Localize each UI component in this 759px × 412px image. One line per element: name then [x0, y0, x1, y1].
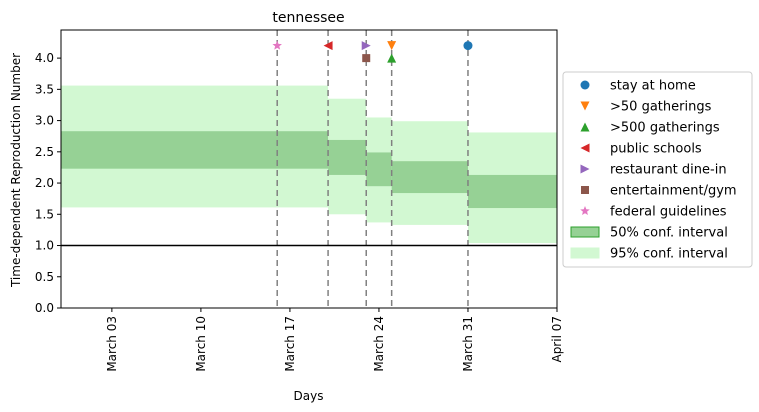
- intervention-marker-2: [387, 53, 397, 63]
- ci50-band-3: [391, 161, 468, 194]
- y-axis: 0.0 0.5 1.0 1.5 2.0 2.5 3.0 3.5 4.0: [35, 51, 61, 315]
- y-tick-label-0: 0.0: [35, 301, 54, 315]
- y-tick-label-3: 1.5: [35, 207, 54, 221]
- x-tick-label-2: March 17: [283, 316, 297, 372]
- y-tick-label-8: 4.0: [35, 51, 54, 65]
- intervention-marker-3: [323, 41, 333, 51]
- legend-marker-6: [580, 206, 590, 216]
- x-tick-label-4: March 31: [461, 316, 475, 372]
- legend-label-3: public schools: [610, 142, 702, 157]
- intervention-marker-0: [463, 41, 473, 51]
- y-axis-label: Time-dependent Reproduction Number: [9, 53, 23, 288]
- intervention-marker-1: [387, 41, 397, 51]
- legend-swatch-1: [570, 247, 600, 259]
- y-tick-label-2: 1.0: [35, 239, 54, 253]
- y-tick-label-1: 0.5: [35, 270, 54, 284]
- legend: stay at home >50 gatherings >500 gathering…: [562, 71, 753, 268]
- x-axis: March 03 March 10 March 17 March 24 March 31…: [105, 308, 564, 372]
- intervention-marker-6: [272, 40, 282, 50]
- ci50-band-4: [467, 174, 557, 209]
- legend-label-4: restaurant dine-in: [610, 163, 727, 178]
- legend-marker-0: [580, 80, 590, 90]
- x-tick-label-5: April 07: [550, 316, 564, 363]
- x-axis-label: Days: [294, 389, 324, 403]
- y-tick-label-7: 3.5: [35, 82, 54, 96]
- x-tick-label-0: March 03: [105, 316, 119, 372]
- legend-marker-1: [580, 101, 590, 111]
- legend-label-0: stay at home: [610, 79, 696, 94]
- legend-marker-4: [580, 164, 590, 174]
- y-tick-label-5: 2.5: [35, 145, 54, 159]
- legend-marker-3: [580, 143, 590, 153]
- confidence-bands: [61, 85, 557, 244]
- y-tick-label-6: 3.0: [35, 114, 54, 128]
- plot-frame: [60, 29, 558, 309]
- legend-marker-2: [580, 122, 590, 132]
- intervention-lines: [276, 30, 469, 308]
- legend-marker-5: [581, 186, 589, 194]
- intervention-markers: [272, 40, 473, 63]
- ci50-band-2: [366, 152, 392, 187]
- ci50-band-1: [328, 139, 367, 175]
- ci50-band-0: [61, 131, 329, 169]
- legend-swatch-0: [570, 226, 600, 238]
- legend-label-5: entertainment/gym: [610, 184, 737, 199]
- legend-interval-label-1: 95% conf. interval: [610, 247, 728, 262]
- x-tick-label-3: March 24: [372, 316, 386, 372]
- legend-box: [562, 71, 753, 268]
- intervention-marker-4: [361, 41, 371, 51]
- intervention-marker-5: [362, 54, 371, 63]
- chart-title: tennessee: [272, 10, 344, 26]
- legend-label-1: >50 gatherings: [610, 100, 712, 115]
- legend-label-6: federal guidelines: [610, 205, 727, 220]
- y-tick-label-4: 2.0: [35, 176, 54, 190]
- x-tick-label-1: March 10: [194, 316, 208, 372]
- legend-interval-label-0: 50% conf. interval: [610, 226, 728, 241]
- legend-label-2: >500 gatherings: [610, 121, 720, 136]
